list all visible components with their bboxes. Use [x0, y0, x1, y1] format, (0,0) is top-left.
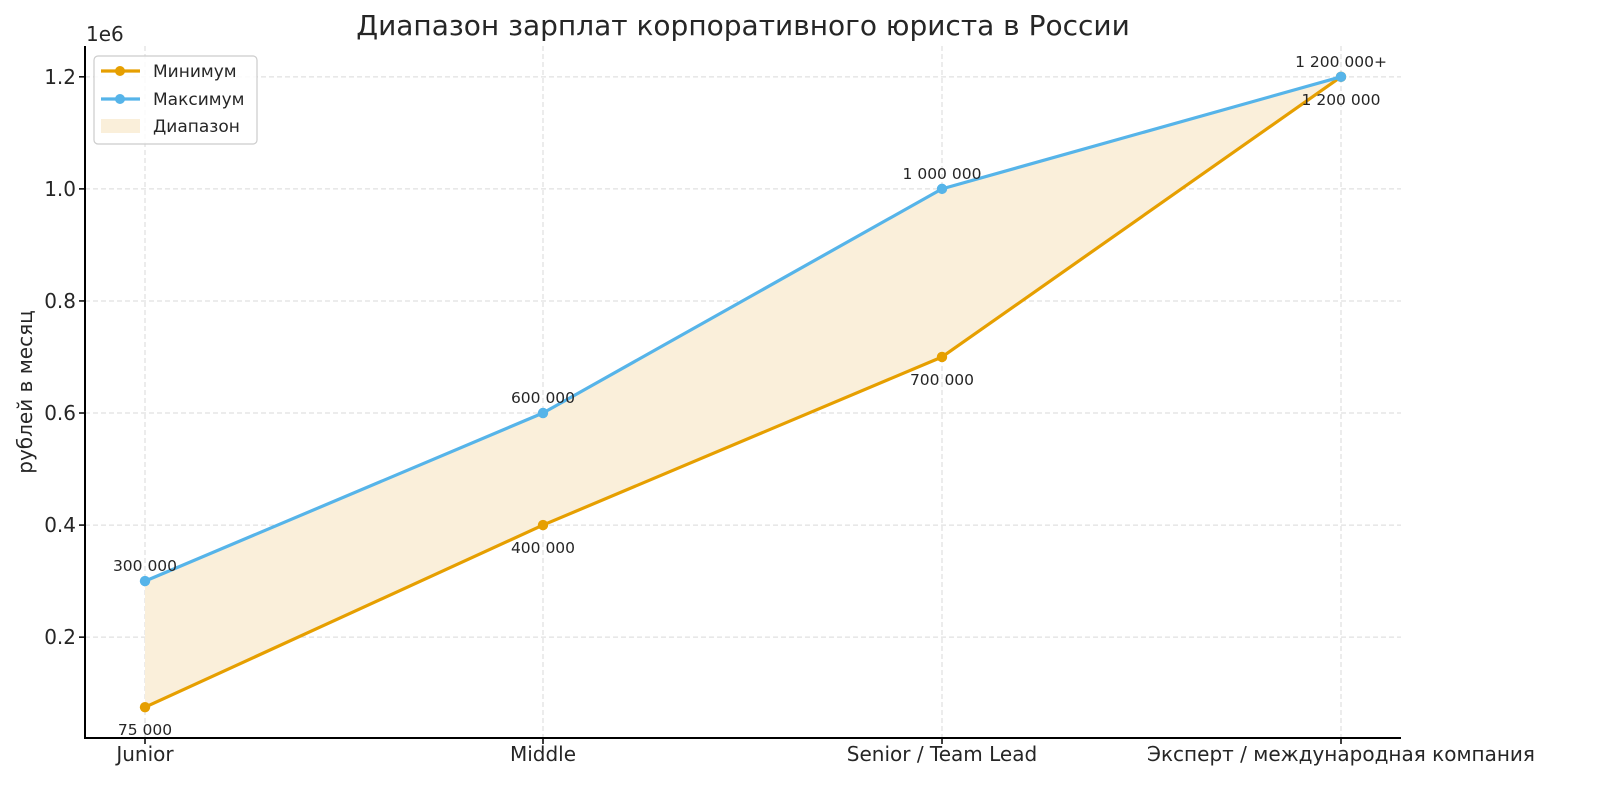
y-tick-label: 1.0 [44, 177, 76, 201]
y-axis-ticks: 0.2 0.4 0.6 0.8 1.0 1.2 [44, 65, 85, 649]
range-fill-area [145, 76, 1341, 708]
data-point-label: 1 000 000 [903, 165, 982, 183]
data-point-marker [537, 407, 549, 419]
data-point-label: 1 200 000 [1302, 91, 1381, 109]
x-tick-label: Эксперт / международная компания [1147, 742, 1535, 766]
series-lines [139, 71, 1347, 713]
data-point-marker [139, 575, 151, 587]
data-point-marker [936, 351, 948, 363]
legend-label: Максимум [153, 90, 244, 110]
data-point-label: 400 000 [511, 539, 575, 557]
data-point-label: 75 000 [118, 721, 172, 739]
data-point-labels: 75 000 400 000 700 000 1 200 000 300 000 600 … [113, 53, 1387, 739]
legend-label: Диапазон [153, 117, 240, 137]
x-axis-ticks: Junior Middle Senior / Team Lead Эксперт / … [114, 738, 1535, 766]
data-point-marker [936, 183, 948, 195]
legend-marker-swatch [115, 94, 125, 104]
y-tick-label: 0.4 [44, 513, 76, 537]
y-tick-label: 1.2 [44, 65, 76, 89]
y-tick-label: 0.8 [44, 289, 76, 313]
x-tick-label: Middle [510, 742, 576, 766]
x-tick-label: Senior / Team Lead [847, 742, 1037, 766]
data-point-label: 1 200 000+ [1295, 53, 1387, 71]
y-tick-label: 0.6 [44, 401, 76, 425]
series-line-minimum [144, 75, 1342, 709]
legend: Минимум Максимум Диапазон [93, 55, 258, 145]
chart-title: Диапазон зарплат корпоративного юриста в… [356, 9, 1130, 42]
x-tick-label: Junior [114, 742, 174, 766]
legend-label: Минимум [153, 62, 237, 82]
data-point-label: 700 000 [910, 371, 974, 389]
legend-fill-swatch [101, 119, 140, 133]
data-point-marker [139, 701, 151, 713]
axes [84, 46, 1401, 739]
data-point-marker [537, 519, 549, 531]
y-offset-label: 1e6 [86, 22, 124, 46]
data-point-marker [1335, 71, 1347, 83]
y-axis-label: рублей в месяц [13, 310, 37, 474]
series-line-maximum [144, 75, 1342, 583]
legend-marker-swatch [115, 66, 125, 76]
y-tick-label: 0.2 [44, 625, 76, 649]
data-point-label: 600 000 [511, 389, 575, 407]
data-point-label: 300 000 [113, 557, 177, 575]
